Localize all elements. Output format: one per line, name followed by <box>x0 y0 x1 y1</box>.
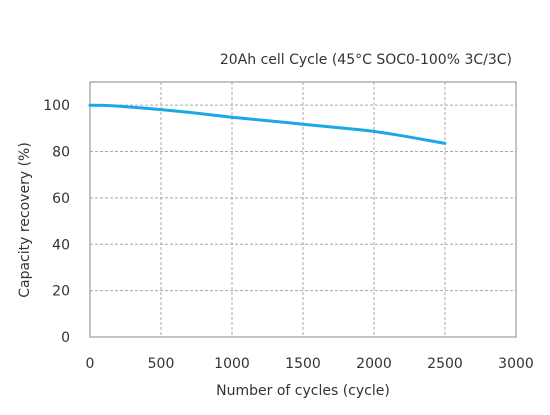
x-tick-label: 2500 <box>427 356 463 372</box>
y-axis-label: Capacity recovery (%) <box>17 142 33 298</box>
x-tick-label: 2000 <box>356 356 392 372</box>
y-tick-label: 60 <box>52 191 70 207</box>
x-tick-label: 500 <box>148 356 175 372</box>
x-tick-label: 3000 <box>498 356 534 372</box>
y-tick-label: 80 <box>52 145 70 161</box>
x-tick-label: 1500 <box>285 356 321 372</box>
x-tick-label: 0 <box>86 356 95 372</box>
series-layer <box>88 103 447 145</box>
grid <box>90 82 516 337</box>
chart-title: 20Ah cell Cycle (45°C SOC0-100% 3C/3C) <box>220 52 512 68</box>
y-axis-ticks: 0 20 40 60 80 100 <box>43 98 70 346</box>
y-tick-label: 0 <box>61 330 70 346</box>
plot-area <box>89 81 517 338</box>
x-axis-ticks: 0 500 1000 1500 2000 2500 3000 <box>86 356 534 372</box>
series-line <box>88 103 447 145</box>
y-tick-label: 100 <box>43 98 70 114</box>
y-tick-label: 40 <box>52 237 70 253</box>
x-tick-label: 1000 <box>214 356 250 372</box>
x-axis-label: Number of cycles (cycle) <box>216 383 390 399</box>
y-tick-label: 20 <box>52 284 70 300</box>
